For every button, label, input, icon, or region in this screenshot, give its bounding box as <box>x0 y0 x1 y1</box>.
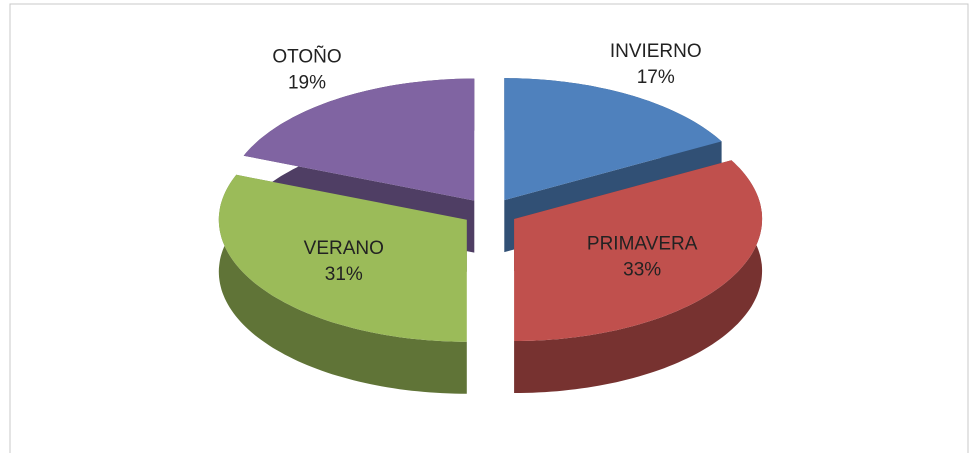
slice <box>243 78 475 201</box>
slice <box>504 78 722 201</box>
slice <box>514 160 763 341</box>
slice-label: PRIMAVERA <box>587 233 698 254</box>
slice-value-label: 33% <box>623 259 661 280</box>
slice-label: OTOÑO <box>272 46 341 68</box>
slice-value-label: 17% <box>637 67 675 88</box>
slice <box>218 174 467 342</box>
slice-label: INVIERNO <box>610 41 702 62</box>
slice-value-label: 31% <box>325 264 363 285</box>
chart-frame <box>9 3 969 458</box>
slice-value-label: 19% <box>288 73 326 94</box>
slice-label: VERANO <box>304 238 384 259</box>
